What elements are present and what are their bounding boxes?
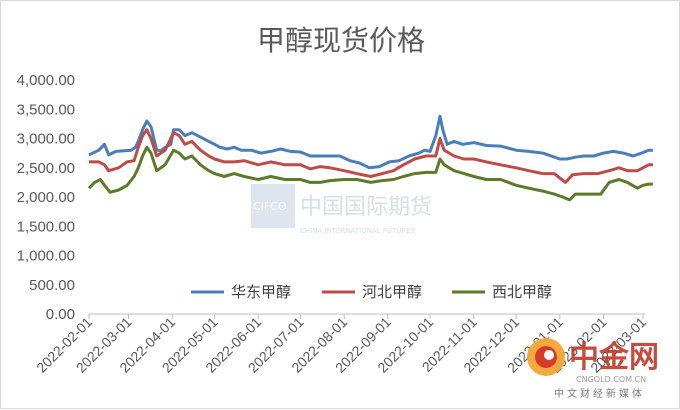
cngold-logo-center [544,350,554,360]
legend: 华东甲醇 河北甲醇 西北甲醇 [191,283,552,301]
y-tick-label: 1,000.00 [17,248,75,265]
series-line-1 [88,114,653,170]
cngold-watermark-sub: 中文财经新媒体 [554,387,645,400]
series-line-3 [87,145,653,202]
y-tick-label: 4,000.00 [17,72,75,89]
cifco-logo-block [251,184,295,228]
y-axis-ticks: 0.00 500.00 1,000.00 1,500.00 2,000.00 2,500.… [17,72,75,323]
cifco-watermark-latin: CIFCO [253,200,287,213]
y-tick-label: 500.00 [29,277,75,294]
series-lines [87,114,653,202]
y-tick-label: 2,500.00 [17,160,75,177]
y-tick-label: 2,000.00 [17,189,75,206]
cifco-watermark: CIFCO 中国国际期货 CHINA INTERNATIONAL FUTURES [251,184,432,235]
cngold-watermark-url: CNGOLD.COM.CN [576,375,646,384]
legend-label: 河北甲醇 [362,283,422,301]
legend-label: 华东甲醇 [231,283,291,301]
cifco-watermark-name: 中国国际期货 [300,195,432,220]
y-tick-label: 3,500.00 [17,101,75,118]
chart-title: 甲醇现货价格 [257,24,425,57]
cngold-watermark: 中金网 CNGOLD.COM.CN 中文财经新媒体 [527,338,659,400]
cngold-watermark-name: 中金网 [569,340,659,375]
y-tick-label: 0.00 [46,306,75,323]
cifco-watermark-sub: CHINA INTERNATIONAL FUTURES [300,227,416,235]
series-line-2 [89,128,653,184]
y-tick-label: 3,000.00 [17,131,75,148]
legend-label: 西北甲醇 [492,283,552,301]
y-tick-label: 1,500.00 [17,218,75,235]
